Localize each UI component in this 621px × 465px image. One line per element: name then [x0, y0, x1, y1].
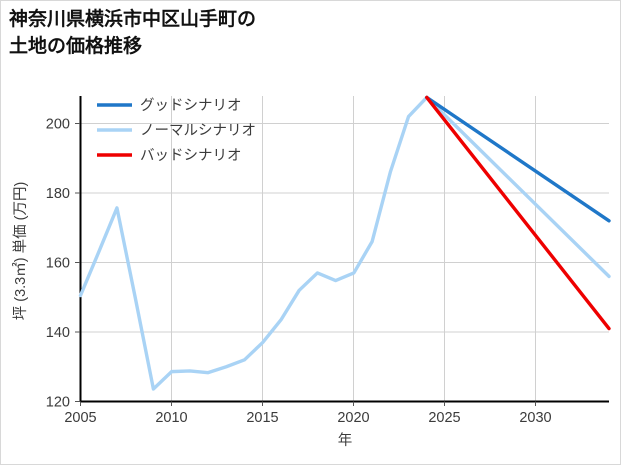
series-line-good	[425, 95, 611, 223]
series-line-bad	[425, 95, 611, 331]
y-tick-label: 180	[46, 186, 70, 202]
series-lines	[78, 95, 611, 391]
y-axis-tick-labels: 200 180 160 140 120	[46, 117, 70, 411]
axis-tickmarks	[75, 122, 537, 406]
chart-title: 神奈川県横浜市中区山手町の 土地の価格推移	[9, 9, 257, 57]
gridlines	[80, 96, 609, 401]
y-tick-label: 120	[46, 395, 70, 411]
x-axis-tick-labels: 2005 2010 2015 2020 2025 2030	[64, 410, 551, 426]
axis-spines	[79, 96, 609, 403]
y-tick-label: 140	[46, 325, 70, 341]
legend-label-normal: ノーマルシナリオ	[140, 123, 256, 139]
x-tick-label: 2025	[428, 410, 460, 426]
y-axis-title: 坪 (3.3㎡) 単価 (万円)	[12, 182, 29, 321]
y-tick-label: 160	[46, 256, 70, 272]
chart-legend: グッドシナリオ ノーマルシナリオ バッドシナリオ	[97, 97, 256, 164]
x-axis-title: 年	[338, 432, 353, 449]
legend-label-bad: バッドシナリオ	[140, 148, 242, 164]
x-tick-label: 2005	[64, 410, 96, 426]
x-tick-label: 2030	[519, 410, 551, 426]
x-tick-label: 2015	[246, 410, 278, 426]
y-tick-label: 200	[46, 117, 70, 133]
x-tick-label: 2020	[337, 410, 369, 426]
series-line-normal	[78, 95, 611, 391]
legend-label-good: グッドシナリオ	[140, 97, 242, 114]
x-tick-label: 2010	[155, 410, 187, 426]
